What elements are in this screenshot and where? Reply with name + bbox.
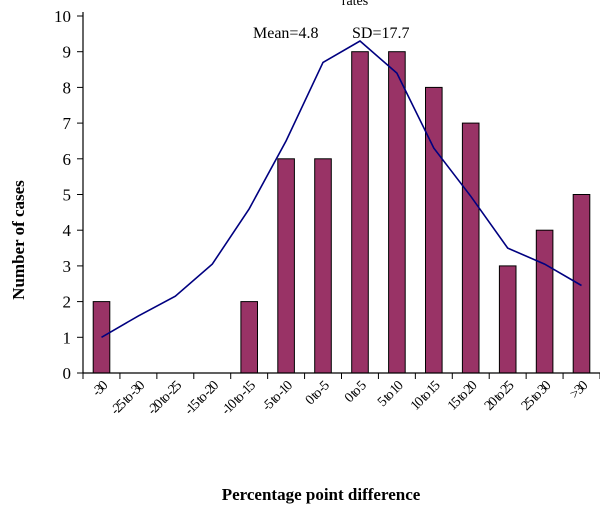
- bar-10: [461, 122, 480, 374]
- x-tick-label-4: -10 to -15: [219, 378, 259, 418]
- x-tick-label-2: -20 to -25: [145, 378, 185, 418]
- bar-9: [425, 86, 443, 374]
- y-tick-label-9: 9: [63, 43, 72, 62]
- bar-6: [314, 158, 332, 374]
- bar-12: [535, 229, 554, 374]
- y-tick-label-5: 5: [63, 186, 72, 205]
- sd-annotation: SD=17.7: [352, 25, 409, 42]
- y-tick-label-2: 2: [63, 293, 72, 312]
- y-tick-label-1: 1: [63, 328, 72, 347]
- y-tick-label-3: 3: [63, 257, 72, 276]
- x-tick-label-13: >30: [567, 378, 591, 402]
- x-tick-label-6: 0 to -5: [303, 378, 333, 408]
- x-tick-label-10: 15 to 20: [445, 378, 481, 414]
- bar-series: [92, 51, 591, 374]
- y-tick-label-0: 0: [63, 364, 72, 383]
- bar-11: [498, 265, 517, 374]
- x-tick-label-12: 25 to 30: [519, 378, 555, 414]
- x-tick-label-1: -25 to -30: [108, 378, 148, 418]
- bar-5: [277, 158, 295, 374]
- x-axis-title: Percentage point difference: [222, 485, 421, 504]
- bar-4: [240, 301, 258, 374]
- x-tick-label-0: -30: [90, 378, 112, 400]
- x-tick-label-8: 5 to 10: [375, 378, 407, 410]
- mean-annotation: Mean=4.8: [253, 25, 318, 42]
- x-tick-labels: -30-25 to -30-20 to -25-15 to -20-10 to …: [90, 378, 592, 418]
- y-tick-label-6: 6: [63, 150, 72, 169]
- x-tick-label-3: -15 to -20: [182, 378, 222, 418]
- y-tick-label-10: 10: [54, 7, 71, 26]
- bar-13: [572, 194, 591, 374]
- y-axis-title: Number of cases: [9, 180, 28, 300]
- x-tick-label-9: 10 to 15: [408, 378, 444, 414]
- x-tick-label-5: -5 to -10: [260, 378, 296, 414]
- trend-line-series: [101, 40, 582, 338]
- axes: [77, 12, 600, 379]
- bar-8: [388, 51, 406, 374]
- y-tick-label-4: 4: [63, 221, 72, 240]
- x-tick-label-11: 20 to 25: [482, 378, 518, 414]
- y-tick-label-7: 7: [63, 114, 72, 133]
- bar-7: [351, 51, 369, 374]
- y-tick-label-8: 8: [63, 78, 72, 97]
- normal-curve-line: [101, 40, 582, 338]
- x-tick-label-7: 0 to 5: [342, 378, 370, 406]
- y-tick-labels: 0 1 2 3 4 5 6 7 8 9 10: [54, 7, 72, 383]
- chart-title: rates: [342, 0, 368, 9]
